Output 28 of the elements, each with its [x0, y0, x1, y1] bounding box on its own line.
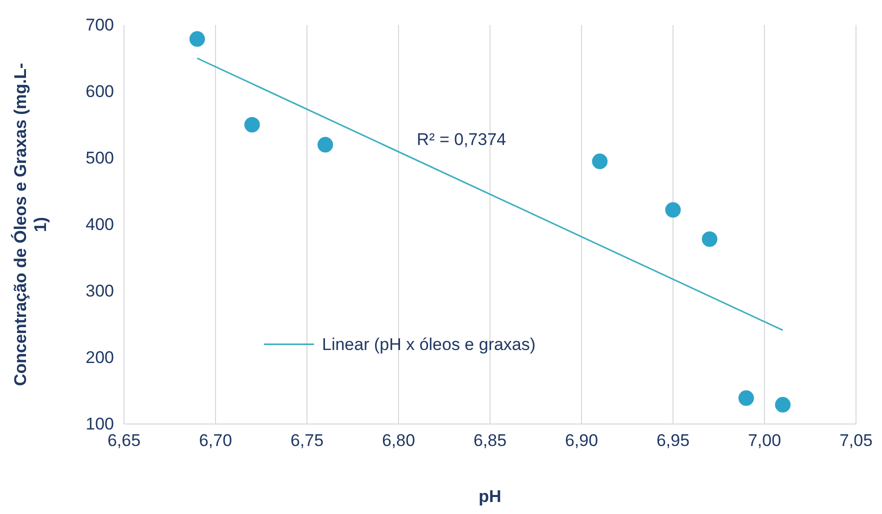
x-tick-label: 6,70	[198, 431, 232, 450]
x-tick-label: 6,95	[656, 431, 690, 450]
y-axis-title: Concentração de Óleos e Graxas (mg.L-1)	[10, 62, 50, 386]
point	[592, 154, 608, 170]
point	[775, 396, 791, 412]
x-tick-label: 6,65	[107, 431, 141, 450]
x-tick-label: 7,05	[839, 431, 873, 450]
y-tick-label: 400	[86, 214, 114, 234]
y-tick-label: 100	[86, 414, 114, 434]
y-tick-label: 700	[86, 15, 114, 34]
point	[189, 31, 205, 47]
point	[318, 136, 334, 152]
point	[665, 202, 681, 218]
y-tick-label: 300	[86, 281, 114, 300]
point	[738, 390, 754, 406]
y-tick-label: 500	[86, 148, 114, 168]
x-tick-label: 6,85	[473, 431, 507, 450]
annotation: R² = 0,7374	[416, 130, 506, 149]
y-tick-label: 200	[86, 348, 114, 367]
y-tick-label: 600	[86, 82, 114, 101]
legend-label: Linear (pH x óleos e graxas)	[322, 335, 536, 354]
point	[244, 116, 260, 133]
x-axis-title: pH	[478, 487, 502, 506]
x-tick-label: 6,75	[290, 431, 324, 450]
x-tick-label: 6,80	[382, 431, 416, 450]
x-tick-label: 6,90	[564, 431, 598, 450]
point	[702, 231, 718, 247]
x-tick-label: 7,00	[748, 431, 782, 450]
